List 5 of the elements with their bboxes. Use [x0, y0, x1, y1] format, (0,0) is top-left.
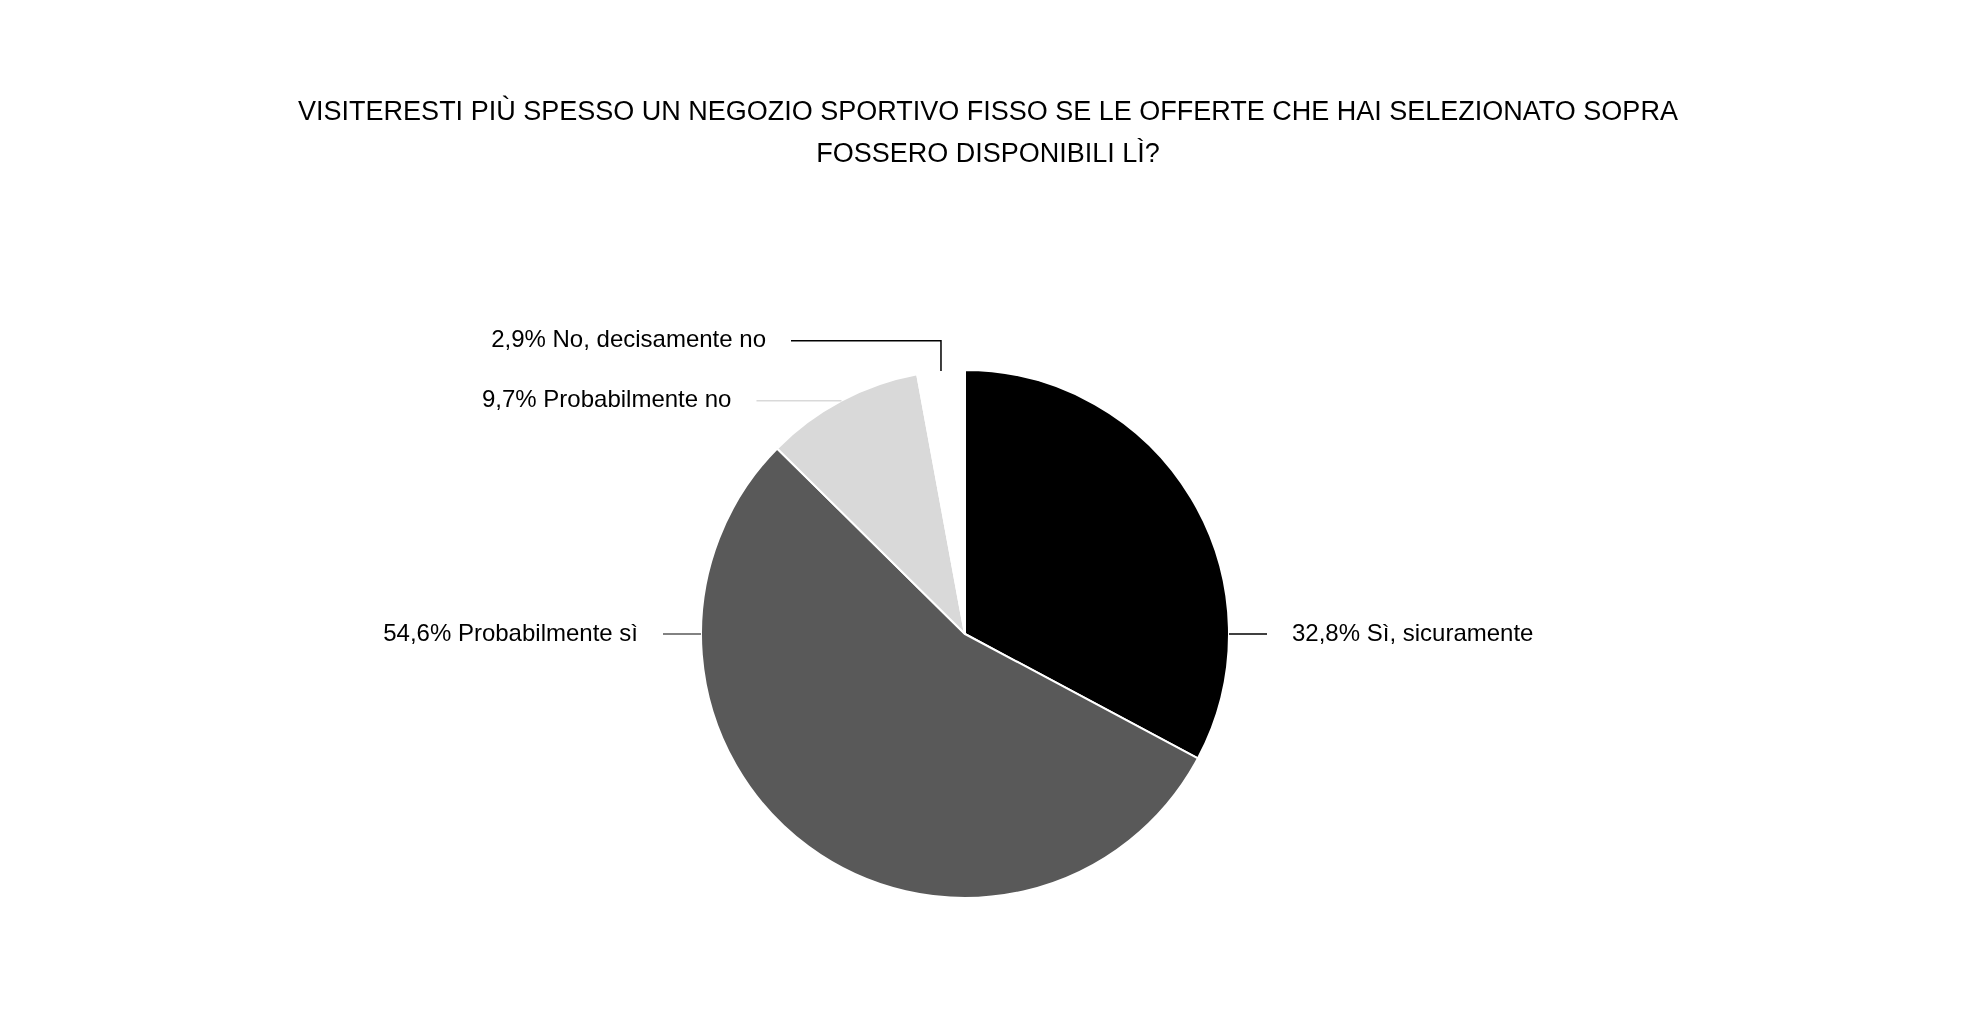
slice-label: 32,8% Sì, sicuramente: [1292, 618, 1534, 646]
chart-title: VISITERESTI PIÙ SPESSO UN NEGOZIO SPORTIVO FISSO SE LE OFFERTE CHE HAI SELEZIONATO SOPRA FOSSERO DISPONIBILI LÌ?: [297, 94, 1679, 170]
slice-label: 9,7% Probabilmente no: [481, 385, 732, 413]
slice-label: 54,6% Probabilmente sì: [383, 618, 638, 646]
slice-label: 2,9% No, decisamente no: [491, 325, 766, 353]
